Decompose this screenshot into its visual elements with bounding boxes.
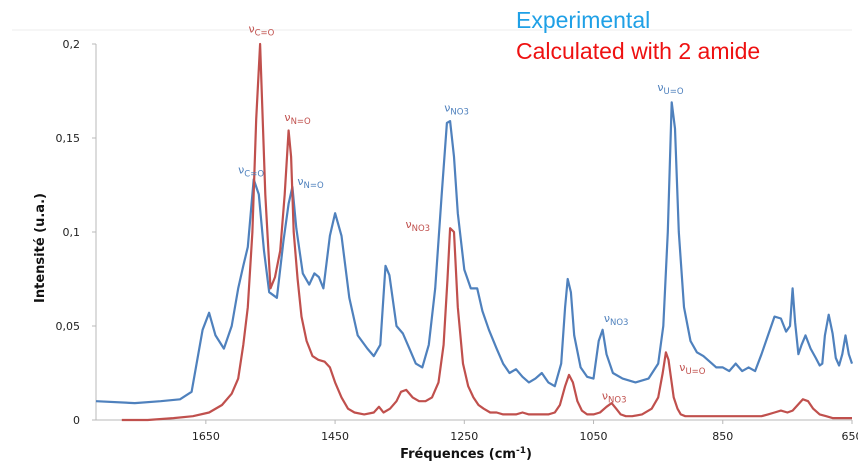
peak-annotation: νNO3 xyxy=(405,218,430,234)
legend-entry-calculated: Calculated with 2 amide xyxy=(516,38,760,64)
y-axis-title: Intensité (u.a.) xyxy=(33,193,48,303)
x-axis-title: Fréquences (cm-1) xyxy=(400,446,532,462)
y-tick-label: 0,05 xyxy=(56,320,81,333)
peak-annotation: νU=O xyxy=(657,81,683,97)
x-tick-label: 1450 xyxy=(321,430,349,443)
axes: 0 0,05 0,1 0,15 0,2 1650 1450 1250 1050 850 650 xyxy=(12,29,858,443)
peak-annotation: νNO3 xyxy=(444,102,469,118)
y-tick-label: 0 xyxy=(73,414,80,427)
peak-annotation: νNO3 xyxy=(602,389,627,405)
experimental-series-line xyxy=(95,101,854,405)
peak-annotation: νU=O xyxy=(679,361,705,377)
y-tick-label: 0,1 xyxy=(63,226,81,239)
y-tick-label: 0,2 xyxy=(63,38,81,51)
x-tick-label: 1050 xyxy=(580,430,608,443)
series-layer xyxy=(95,42,854,422)
x-tick-label: 650 xyxy=(842,430,858,443)
annotation-layer: νC=O νN=O νNO3 νU=O νNO3 νC=O νN=O νNO3 νNO3 νU=O xyxy=(238,23,706,406)
x-tick-label: 1250 xyxy=(450,430,478,443)
x-axis-title-sup: -1 xyxy=(516,446,526,456)
legend: Experimental Calculated with 2 amide xyxy=(516,7,760,64)
calculated-series-line xyxy=(121,42,852,422)
peak-annotation: νC=O xyxy=(248,23,274,39)
y-tick-label: 0,15 xyxy=(56,132,81,145)
legend-entry-experimental: Experimental xyxy=(516,7,650,33)
x-tick-label: 850 xyxy=(712,430,733,443)
peak-annotation: νN=O xyxy=(297,175,324,191)
peak-annotation: νN=O xyxy=(284,111,311,127)
peak-annotation: νNO3 xyxy=(604,312,629,328)
peak-annotation: νC=O xyxy=(238,164,264,180)
x-axis-title-end: ) xyxy=(526,447,532,462)
x-axis-title-main: Fréquences (cm xyxy=(400,447,516,462)
x-tick-label: 1650 xyxy=(192,430,220,443)
